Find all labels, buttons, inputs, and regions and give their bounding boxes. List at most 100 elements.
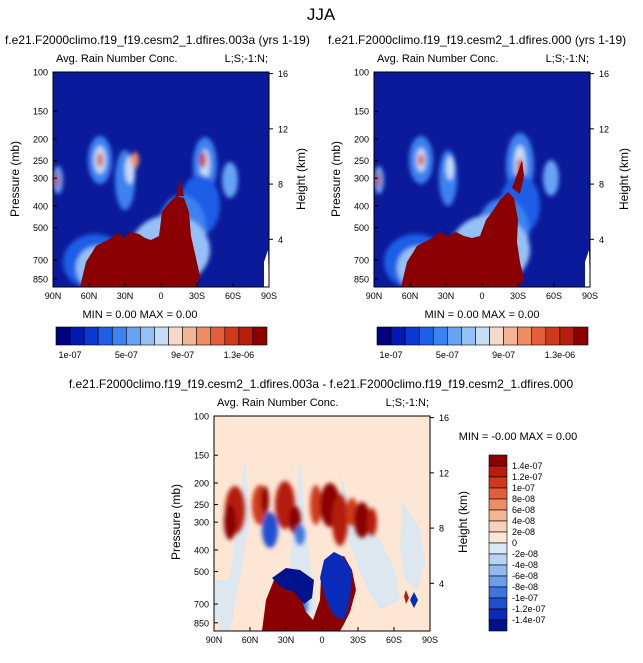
latitude-tick-label: 90N bbox=[366, 291, 383, 301]
pressure-tick-label: 850 bbox=[194, 618, 209, 628]
panel-3: f.e21.F2000climo.f19_f19.cesm2_1.dfires.… bbox=[69, 377, 577, 645]
height-tick-label: 16 bbox=[439, 413, 449, 423]
colorbar-swatch bbox=[517, 326, 533, 346]
latitude-tick-label: 0 bbox=[319, 635, 324, 645]
colorbar-swatch bbox=[252, 326, 268, 346]
panel-1-title: f.e21.F2000climo.f19_f19.cesm2_1.dfires.… bbox=[5, 33, 310, 47]
height-tick-label: 8 bbox=[439, 524, 444, 534]
panel-3-corner-label: L;S;-1:N; bbox=[386, 397, 429, 409]
panel-3-feature bbox=[214, 580, 234, 620]
panel-3-feature bbox=[261, 486, 269, 514]
colorbar-swatch bbox=[488, 608, 508, 621]
height-tick-label: 4 bbox=[599, 235, 604, 245]
latitude-tick-label: 60N bbox=[242, 635, 259, 645]
panel-1-rain-core bbox=[80, 196, 200, 287]
latitude-tick-label: 60S bbox=[225, 291, 241, 301]
colorbar-swatch bbox=[154, 326, 169, 346]
latitude-tick-label: 30S bbox=[189, 291, 205, 301]
panel-3-feature bbox=[262, 512, 278, 548]
pressure-tick-label: 250 bbox=[33, 156, 48, 166]
latitude-tick-label: 30S bbox=[510, 291, 526, 301]
pressure-tick-label: 150 bbox=[194, 451, 209, 461]
colorbar-swatch bbox=[488, 542, 508, 555]
colorbar-swatch bbox=[196, 326, 212, 346]
colorbar-swatch bbox=[545, 326, 561, 346]
pressure-tick-label: 700 bbox=[33, 256, 48, 266]
pressure-tick-label: 400 bbox=[194, 545, 209, 555]
panel-1-feature bbox=[131, 152, 139, 168]
panel-1-missing-data bbox=[264, 250, 269, 287]
colorbar-swatch bbox=[488, 487, 508, 500]
panel-2-minmax: MIN = 0.00 MAX = 0.00 bbox=[425, 309, 540, 321]
panel-1-axes: 100 150 200 250 300 400 500 700 850 90N 60N 30N 0 30S… bbox=[33, 68, 288, 302]
latitude-tick-label: 90S bbox=[422, 635, 438, 645]
panel-1-feature bbox=[200, 152, 206, 168]
panel-2-y-axis-label: Pressure (mb) bbox=[329, 141, 343, 217]
colorbar-label: 1e-07 bbox=[59, 350, 82, 360]
colorbar-swatch bbox=[488, 454, 508, 467]
panel-1-feature bbox=[222, 162, 238, 198]
pressure-tick-label: 700 bbox=[354, 256, 369, 266]
panel-1-colorbar: 1e-07 5e-07 9e-07 1.3e-06 bbox=[55, 326, 268, 360]
colorbar-label: 9e-07 bbox=[171, 350, 194, 360]
panel-2-feature bbox=[543, 160, 559, 196]
height-tick-label: 4 bbox=[439, 579, 444, 589]
colorbar-swatch bbox=[404, 326, 420, 346]
panel-3-feature bbox=[354, 502, 370, 538]
colorbar-swatch bbox=[488, 520, 508, 533]
pressure-tick-label: 300 bbox=[33, 174, 48, 184]
panel-2-rain-core bbox=[401, 192, 524, 287]
pressure-tick-label: 150 bbox=[33, 107, 48, 117]
panel-3-feature bbox=[340, 470, 400, 610]
colorbar-swatch bbox=[488, 553, 508, 566]
colorbar-label: 2e-08 bbox=[512, 527, 535, 537]
colorbar-label: 1.2e-07 bbox=[512, 472, 543, 482]
colorbar-swatch bbox=[168, 326, 183, 346]
panel-2-plot-area bbox=[374, 72, 590, 287]
pressure-tick-label: 100 bbox=[354, 68, 369, 78]
pressure-tick-label: 850 bbox=[33, 274, 48, 284]
latitude-tick-label: 30N bbox=[438, 291, 455, 301]
colorbar-swatch bbox=[140, 326, 155, 346]
height-tick-label: 12 bbox=[439, 468, 449, 478]
colorbar-swatch bbox=[488, 619, 508, 632]
height-tick-label: 4 bbox=[278, 235, 283, 245]
colorbar-label: 9e-07 bbox=[492, 350, 515, 360]
colorbar-swatch bbox=[488, 597, 508, 610]
colorbar-swatch bbox=[475, 326, 490, 346]
colorbar-swatch bbox=[488, 575, 508, 588]
colorbar-swatch bbox=[432, 326, 448, 346]
pressure-tick-label: 200 bbox=[354, 134, 369, 144]
colorbar-swatch bbox=[488, 531, 508, 544]
colorbar-label: 8e-08 bbox=[512, 494, 535, 504]
pressure-tick-label: 100 bbox=[33, 68, 48, 78]
panel-3-positive-core bbox=[404, 590, 409, 604]
pressure-tick-label: 850 bbox=[354, 274, 369, 284]
colorbar-label: 4e-08 bbox=[512, 516, 535, 526]
colorbar-label: -1.2e-07 bbox=[512, 604, 546, 614]
colorbar-swatch bbox=[488, 498, 508, 511]
colorbar-swatch bbox=[376, 326, 392, 346]
colorbar-label: -1.4e-07 bbox=[512, 615, 546, 625]
panel-2-subtitle: Avg. Rain Number Conc. bbox=[377, 53, 498, 65]
panel-3-feature bbox=[224, 504, 236, 540]
colorbar-swatch bbox=[488, 465, 508, 478]
latitude-tick-label: 60S bbox=[546, 291, 562, 301]
colorbar-swatch bbox=[390, 326, 406, 346]
panel-2: f.e21.F2000climo.f19_f19.cesm2_1.dfires.… bbox=[328, 33, 631, 360]
pressure-tick-label: 500 bbox=[194, 567, 209, 577]
panel-3-y2-axis-label: Height (km) bbox=[456, 491, 470, 553]
latitude-tick-label: 0 bbox=[479, 291, 484, 301]
colorbar-swatch bbox=[488, 586, 508, 599]
pressure-tick-label: 400 bbox=[354, 201, 369, 211]
colorbar-label: 5e-07 bbox=[436, 350, 459, 360]
pressure-tick-label: 200 bbox=[33, 134, 48, 144]
panel-3-subtitle: Avg. Rain Number Conc. bbox=[217, 397, 338, 409]
panel-3-minmax: MIN = -0.00 MAX = 0.00 bbox=[459, 431, 578, 443]
colorbar-swatch bbox=[447, 326, 462, 346]
latitude-tick-label: 0 bbox=[158, 291, 163, 301]
latitude-tick-label: 30N bbox=[278, 635, 295, 645]
height-tick-label: 12 bbox=[278, 124, 288, 134]
latitude-tick-label: 90N bbox=[45, 291, 62, 301]
colorbar-label: 6e-08 bbox=[512, 505, 535, 515]
